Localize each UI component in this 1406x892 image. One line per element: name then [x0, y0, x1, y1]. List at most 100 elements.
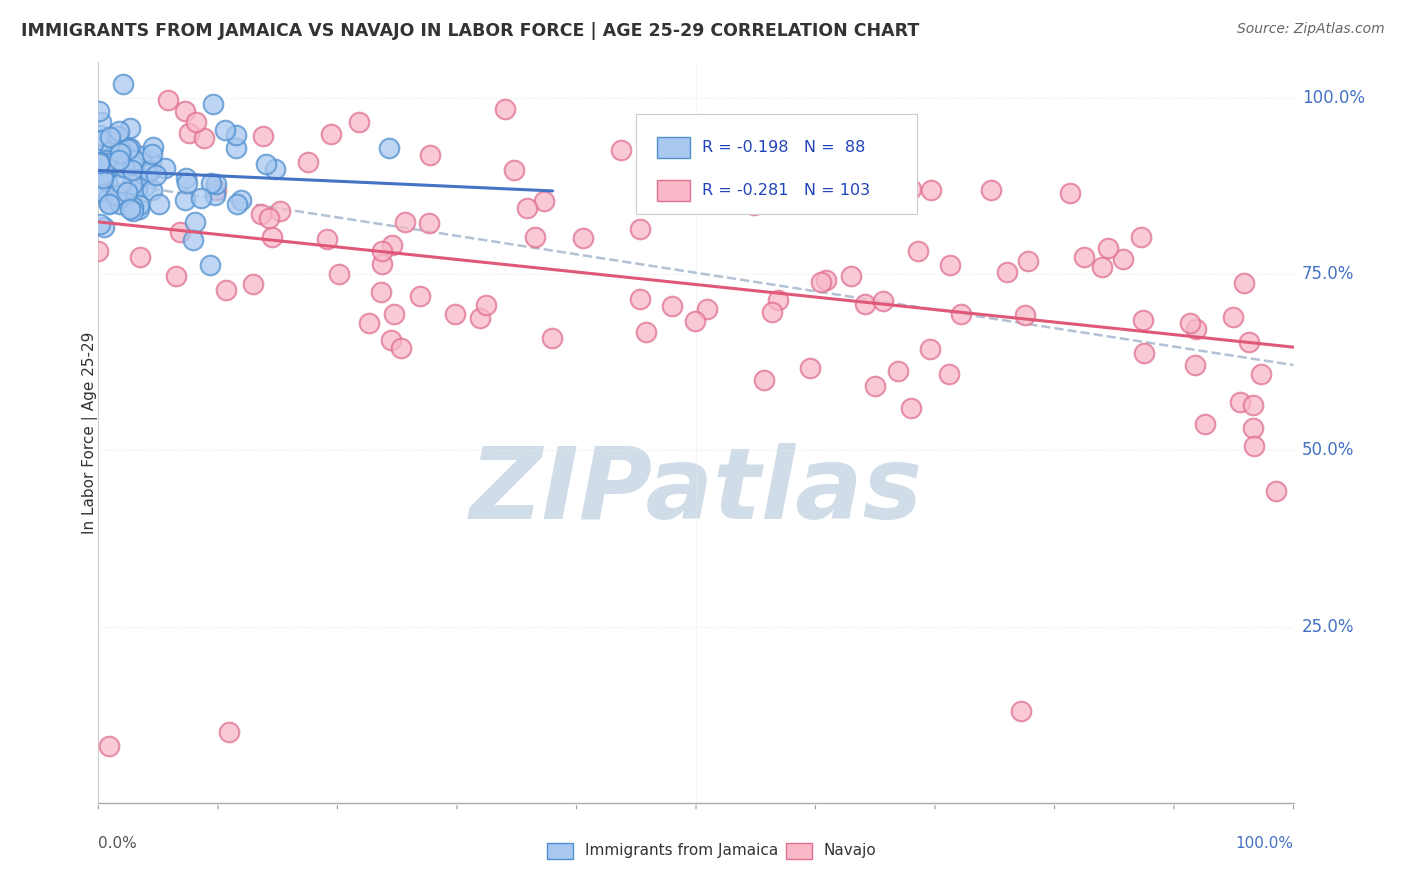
Point [186, 115, 208, 129]
Point [1178, 316, 1201, 330]
Point [872, 293, 894, 308]
Point [193, 130, 215, 145]
Point [157, 93, 180, 107]
Point [138, 166, 160, 180]
Point [201, 96, 224, 111]
Point [1130, 230, 1153, 244]
Point [242, 277, 264, 291]
Point [204, 188, 226, 202]
Point [1241, 398, 1264, 412]
Point [97, 739, 120, 754]
Point [907, 244, 929, 258]
Point [1239, 335, 1261, 350]
Point [315, 231, 337, 245]
Point [853, 296, 876, 310]
Point [661, 299, 683, 313]
Point [204, 178, 226, 192]
Point [89, 155, 111, 169]
Point [938, 367, 960, 381]
Point [128, 202, 150, 217]
Point [1011, 704, 1033, 718]
FancyBboxPatch shape [637, 114, 917, 214]
Point [118, 141, 141, 155]
Point [117, 142, 139, 156]
Point [475, 298, 498, 312]
Point [98, 156, 121, 170]
Point [381, 238, 404, 252]
Point [108, 160, 131, 174]
Point [121, 200, 143, 214]
Point [371, 257, 394, 271]
Point [673, 125, 696, 139]
Point [1241, 421, 1264, 435]
Text: Source: ZipAtlas.com: Source: ZipAtlas.com [1237, 22, 1385, 37]
Point [105, 190, 128, 204]
Point [380, 333, 402, 347]
Point [1091, 260, 1114, 274]
Point [108, 153, 131, 167]
Point [938, 258, 960, 272]
Point [1017, 253, 1039, 268]
Text: IMMIGRANTS FROM JAMAICA VS NAVAJO IN LABOR FORCE | AGE 25-29 CORRELATION CHART: IMMIGRANTS FROM JAMAICA VS NAVAJO IN LAB… [21, 22, 920, 40]
Point [97, 158, 120, 172]
Point [810, 275, 832, 289]
Point [87, 171, 110, 186]
Point [256, 157, 278, 171]
Point [148, 196, 170, 211]
Point [155, 161, 177, 175]
Point [259, 211, 281, 225]
Point [139, 155, 162, 169]
Point [359, 316, 381, 330]
Point [112, 160, 135, 174]
Text: 75.0%: 75.0% [1302, 265, 1354, 283]
Point [1097, 242, 1119, 256]
Point [93, 219, 115, 234]
Point [190, 191, 212, 205]
Point [90, 133, 112, 147]
Point [96, 175, 118, 189]
Point [628, 292, 651, 306]
Point [1243, 439, 1265, 453]
Point [628, 221, 651, 235]
Text: 100.0%: 100.0% [1236, 836, 1294, 851]
Point [378, 141, 401, 155]
Point [382, 308, 405, 322]
Point [839, 268, 862, 283]
Point [634, 325, 657, 339]
Point [169, 225, 191, 239]
Point [1133, 346, 1156, 360]
Point [1184, 359, 1206, 373]
Point [394, 215, 416, 229]
Point [91, 148, 114, 162]
Point [761, 305, 783, 319]
Point [409, 289, 432, 303]
Point [1014, 309, 1036, 323]
Point [218, 725, 240, 739]
Point [118, 120, 141, 135]
Point [118, 202, 141, 216]
Point [89, 128, 111, 142]
Point [98, 148, 121, 162]
Point [200, 177, 222, 191]
Point [768, 293, 790, 307]
FancyBboxPatch shape [657, 180, 690, 201]
Point [125, 176, 148, 190]
Point [117, 185, 139, 199]
Point [91, 170, 114, 185]
Point [104, 148, 127, 162]
Point [183, 214, 205, 228]
Point [97, 196, 120, 211]
Point [96, 191, 118, 205]
Point [900, 401, 922, 416]
Point [121, 162, 143, 177]
Point [419, 148, 441, 162]
Point [110, 148, 132, 162]
Point [1264, 483, 1286, 498]
Point [347, 114, 370, 128]
Point [141, 183, 163, 197]
Point [98, 153, 121, 168]
Point [134, 179, 156, 194]
Point [742, 198, 765, 212]
Point [120, 183, 142, 197]
Point [799, 361, 821, 376]
